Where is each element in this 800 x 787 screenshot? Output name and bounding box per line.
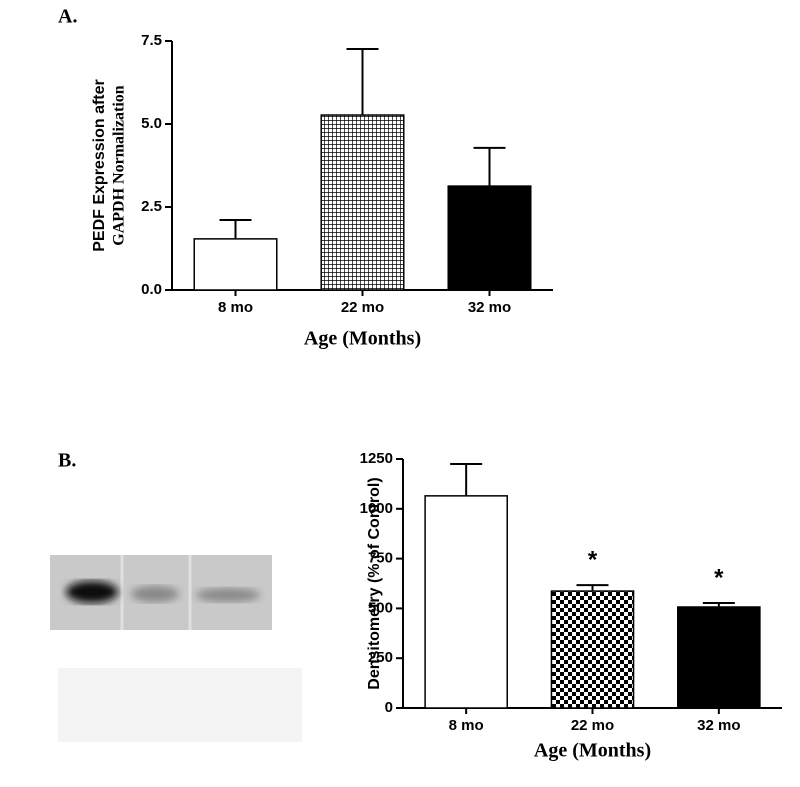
x-tick-label: 8 mo — [218, 299, 253, 316]
significance-mark: * — [714, 564, 724, 591]
error-bar — [702, 602, 735, 608]
bar — [677, 606, 761, 709]
y-tick-label: 1250 — [360, 450, 393, 467]
bar — [424, 495, 508, 709]
error-bar — [219, 218, 252, 239]
x-tick-label: 22 mo — [571, 717, 614, 734]
y-tick-label: 7.5 — [141, 32, 162, 49]
significance-mark: * — [588, 546, 598, 573]
y-axis-label: GAPDH Normalization — [111, 85, 128, 246]
x-tick-label: 32 mo — [697, 717, 740, 734]
y-tick-label: 750 — [368, 550, 393, 567]
y-axis-label: Densitometry (% of Control) — [366, 477, 383, 689]
error-bar — [346, 47, 379, 116]
panel-label: A. — [58, 6, 77, 28]
y-tick-label: 0.0 — [141, 281, 162, 298]
y-tick-label: 0 — [385, 699, 393, 716]
x-tick-label: 22 mo — [341, 299, 384, 316]
blot-image — [50, 555, 302, 742]
y-tick-label: 500 — [368, 599, 393, 616]
error-bar — [450, 462, 483, 496]
y-tick-label: 2.5 — [141, 198, 162, 215]
x-tick-label: 8 mo — [449, 717, 484, 734]
y-axis-label: PEDF Expression after — [91, 79, 108, 252]
bar — [320, 114, 405, 291]
bar — [447, 185, 532, 291]
y-tick-label: 1000 — [360, 500, 393, 517]
error-bar — [576, 584, 609, 592]
panel-label: B. — [58, 450, 76, 472]
x-tick-label: 32 mo — [468, 299, 511, 316]
y-tick-label: 250 — [368, 649, 393, 666]
y-tick-label: 5.0 — [141, 115, 162, 132]
x-axis-label: Age (Months) — [304, 328, 421, 350]
bar — [550, 590, 635, 709]
error-bar — [473, 146, 506, 187]
bar — [193, 238, 278, 291]
x-axis-label: Age (Months) — [534, 740, 651, 762]
